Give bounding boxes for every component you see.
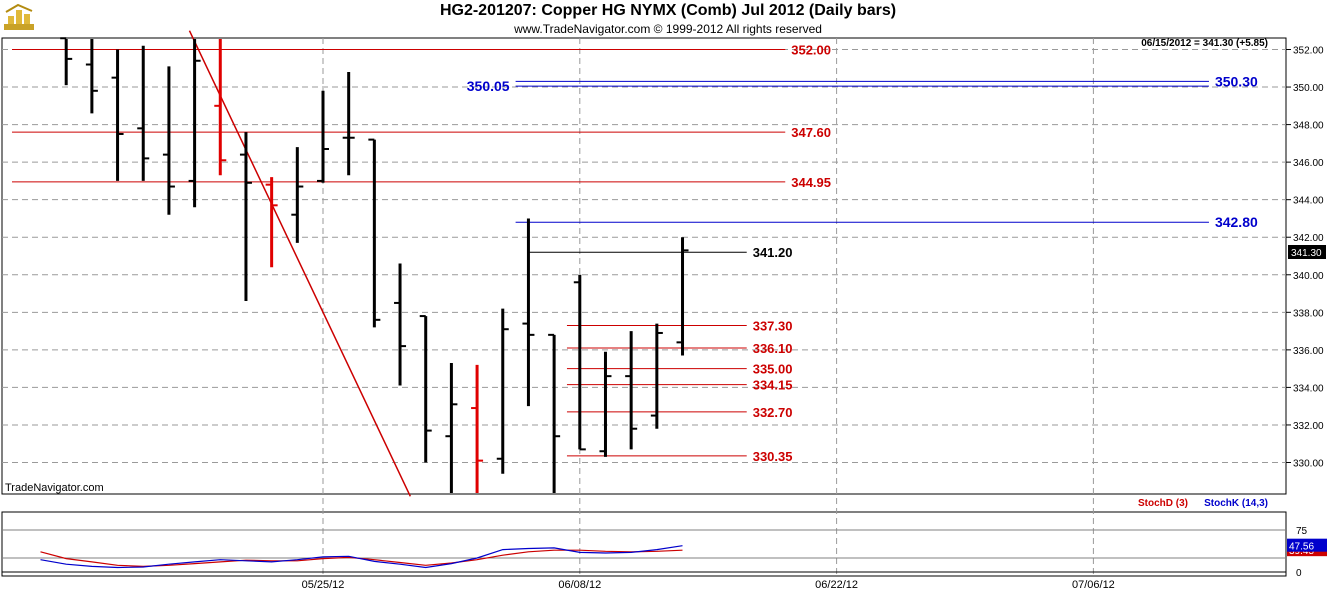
level-label: 350.30 (1215, 73, 1258, 89)
level-label: 350.05 (467, 78, 510, 94)
y-tick-label: 336.00 (1293, 346, 1324, 357)
y-tick-label: 342.00 (1293, 233, 1324, 244)
level-label: 342.80 (1215, 214, 1258, 230)
tradenavigator-logo-icon (4, 3, 34, 30)
level-label: 330.35 (753, 449, 793, 464)
level-label: 341.20 (753, 245, 793, 260)
level-label: 352.00 (791, 43, 831, 58)
price-panel-frame (1, 37, 1287, 495)
level-label: 336.10 (753, 341, 793, 356)
y-tick-label: 352.00 (1293, 46, 1324, 57)
y-tick-label: 348.00 (1293, 121, 1324, 132)
indicator-y-tick-label: 0 (1296, 568, 1302, 579)
copyright-text: www.TradeNavigator.com © 1999-2012 All r… (514, 22, 822, 36)
chart-title: HG2-201207: Copper HG NYMX (Comb) Jul 20… (439, 2, 897, 19)
y-tick-label: 334.00 (1293, 383, 1324, 394)
level-label: 334.15 (753, 378, 793, 393)
price-readout: 06/15/2012 = 341.30 (+5.85) (1141, 38, 1268, 49)
level-label: 332.70 (753, 405, 793, 420)
y-tick-label: 344.00 (1293, 196, 1324, 207)
indicator-value-label: 47.56 (1289, 542, 1314, 553)
level-label: 347.60 (791, 125, 831, 140)
level-label: 344.95 (791, 175, 831, 190)
x-tick-label: 05/25/12 (302, 579, 345, 591)
y-tick-label: 338.00 (1293, 308, 1324, 319)
last-price-label: 341.30 (1291, 248, 1322, 259)
y-tick-label: 330.00 (1293, 459, 1324, 470)
indicator-value-marker (1287, 538, 1327, 552)
x-tick-label: 07/06/12 (1072, 579, 1115, 591)
x-tick-label: 06/22/12 (815, 579, 858, 591)
chart-header: HG2-201207: Copper HG NYMX (Comb) Jul 20… (0, 0, 1336, 38)
trendline (188, 30, 411, 497)
y-tick-label: 350.00 (1293, 83, 1324, 94)
y-tick-label: 346.00 (1293, 158, 1324, 169)
last-price-marker (1288, 245, 1326, 259)
watermark: TradeNavigator.com (5, 482, 104, 494)
y-tick-label: 340.00 (1293, 271, 1324, 282)
legend-stochd: StochD (3) (1138, 498, 1188, 509)
x-tick-label: 06/08/12 (558, 579, 601, 591)
legend-stochk: StochK (14,3) (1204, 498, 1268, 509)
y-tick-label: 332.00 (1293, 421, 1324, 432)
stoch-line (40, 545, 683, 569)
level-label: 335.00 (753, 362, 793, 377)
indicator-y-tick-label: 75 (1296, 526, 1308, 537)
level-label: 337.30 (753, 318, 793, 333)
